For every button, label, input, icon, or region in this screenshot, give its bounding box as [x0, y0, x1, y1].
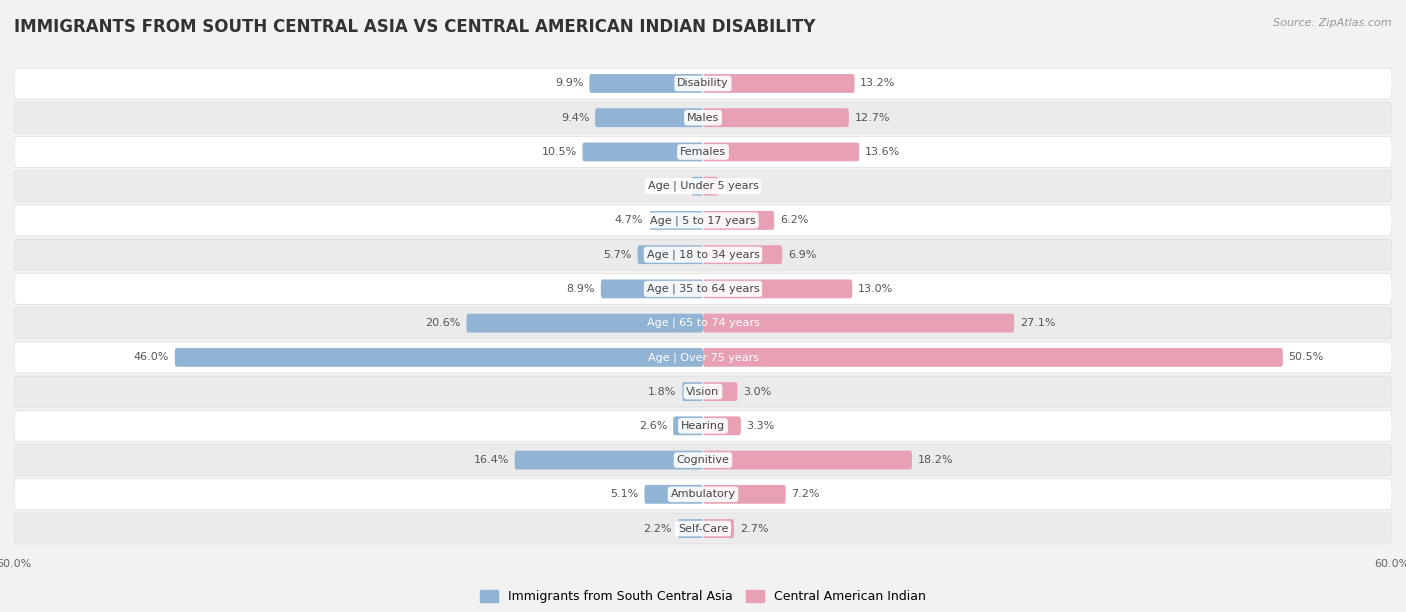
FancyBboxPatch shape [703, 143, 859, 162]
FancyBboxPatch shape [467, 314, 703, 332]
FancyBboxPatch shape [703, 280, 852, 298]
Text: 9.9%: 9.9% [555, 78, 583, 89]
Text: Self-Care: Self-Care [678, 523, 728, 534]
FancyBboxPatch shape [14, 308, 1392, 338]
Text: Age | 5 to 17 years: Age | 5 to 17 years [650, 215, 756, 226]
Text: 20.6%: 20.6% [426, 318, 461, 328]
FancyBboxPatch shape [14, 342, 1392, 373]
Text: 18.2%: 18.2% [918, 455, 953, 465]
FancyBboxPatch shape [14, 136, 1392, 167]
Text: 3.3%: 3.3% [747, 421, 775, 431]
Text: 2.7%: 2.7% [740, 523, 768, 534]
FancyBboxPatch shape [14, 513, 1392, 544]
Text: Females: Females [681, 147, 725, 157]
FancyBboxPatch shape [600, 280, 703, 298]
Text: Age | 35 to 64 years: Age | 35 to 64 years [647, 283, 759, 294]
Text: Age | Under 5 years: Age | Under 5 years [648, 181, 758, 192]
FancyBboxPatch shape [14, 376, 1392, 407]
Text: Age | Over 75 years: Age | Over 75 years [648, 352, 758, 362]
Text: Age | 65 to 74 years: Age | 65 to 74 years [647, 318, 759, 329]
Text: Source: ZipAtlas.com: Source: ZipAtlas.com [1274, 18, 1392, 28]
FancyBboxPatch shape [703, 382, 738, 401]
Text: Hearing: Hearing [681, 421, 725, 431]
Text: 5.7%: 5.7% [603, 250, 631, 259]
FancyBboxPatch shape [582, 143, 703, 162]
Text: Vision: Vision [686, 387, 720, 397]
FancyBboxPatch shape [703, 74, 855, 93]
FancyBboxPatch shape [678, 519, 703, 538]
Text: 13.0%: 13.0% [858, 284, 893, 294]
Text: 50.5%: 50.5% [1289, 353, 1324, 362]
FancyBboxPatch shape [595, 108, 703, 127]
Text: 1.8%: 1.8% [648, 387, 676, 397]
Text: 16.4%: 16.4% [474, 455, 509, 465]
FancyBboxPatch shape [14, 102, 1392, 133]
Text: 7.2%: 7.2% [792, 490, 820, 499]
FancyBboxPatch shape [703, 108, 849, 127]
FancyBboxPatch shape [703, 245, 782, 264]
Text: 1.0%: 1.0% [658, 181, 686, 191]
Text: 3.0%: 3.0% [744, 387, 772, 397]
Text: 27.1%: 27.1% [1019, 318, 1056, 328]
FancyBboxPatch shape [14, 239, 1392, 270]
FancyBboxPatch shape [515, 450, 703, 469]
Text: IMMIGRANTS FROM SOUTH CENTRAL ASIA VS CENTRAL AMERICAN INDIAN DISABILITY: IMMIGRANTS FROM SOUTH CENTRAL ASIA VS CE… [14, 18, 815, 36]
Text: Males: Males [688, 113, 718, 122]
FancyBboxPatch shape [14, 205, 1392, 236]
Text: 6.9%: 6.9% [787, 250, 817, 259]
Text: 46.0%: 46.0% [134, 353, 169, 362]
FancyBboxPatch shape [703, 485, 786, 504]
Text: 12.7%: 12.7% [855, 113, 890, 122]
FancyBboxPatch shape [644, 485, 703, 504]
FancyBboxPatch shape [692, 177, 703, 196]
Text: 8.9%: 8.9% [567, 284, 595, 294]
Text: 13.2%: 13.2% [860, 78, 896, 89]
FancyBboxPatch shape [589, 74, 703, 93]
Text: 2.6%: 2.6% [640, 421, 668, 431]
Text: Age | 18 to 34 years: Age | 18 to 34 years [647, 250, 759, 260]
FancyBboxPatch shape [650, 211, 703, 230]
Text: 13.6%: 13.6% [865, 147, 900, 157]
FancyBboxPatch shape [703, 211, 775, 230]
FancyBboxPatch shape [703, 348, 1282, 367]
Legend: Immigrants from South Central Asia, Central American Indian: Immigrants from South Central Asia, Cent… [475, 585, 931, 608]
FancyBboxPatch shape [673, 416, 703, 435]
Text: 4.7%: 4.7% [614, 215, 644, 225]
Text: 10.5%: 10.5% [541, 147, 576, 157]
FancyBboxPatch shape [174, 348, 703, 367]
Text: Cognitive: Cognitive [676, 455, 730, 465]
FancyBboxPatch shape [14, 171, 1392, 201]
FancyBboxPatch shape [682, 382, 703, 401]
Text: Disability: Disability [678, 78, 728, 89]
FancyBboxPatch shape [14, 479, 1392, 510]
Text: Ambulatory: Ambulatory [671, 490, 735, 499]
Text: 2.2%: 2.2% [644, 523, 672, 534]
Text: 1.3%: 1.3% [724, 181, 752, 191]
Text: 6.2%: 6.2% [780, 215, 808, 225]
FancyBboxPatch shape [703, 314, 1014, 332]
FancyBboxPatch shape [14, 68, 1392, 99]
FancyBboxPatch shape [14, 274, 1392, 304]
FancyBboxPatch shape [14, 411, 1392, 441]
FancyBboxPatch shape [703, 450, 912, 469]
FancyBboxPatch shape [703, 519, 734, 538]
Text: 9.4%: 9.4% [561, 113, 589, 122]
Text: 5.1%: 5.1% [610, 490, 638, 499]
FancyBboxPatch shape [14, 445, 1392, 476]
FancyBboxPatch shape [637, 245, 703, 264]
FancyBboxPatch shape [703, 416, 741, 435]
FancyBboxPatch shape [703, 177, 718, 196]
